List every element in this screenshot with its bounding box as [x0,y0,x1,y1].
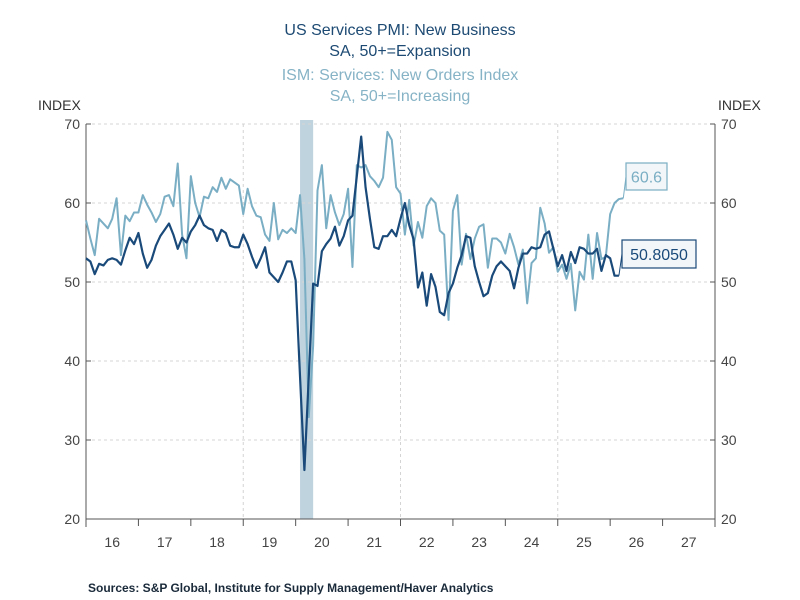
x-tick-label: 17 [157,534,173,550]
right-tick-label: 20 [721,511,737,527]
x-tick-label: 16 [104,534,120,550]
chart-subtitle-note: SA, 50+=Increasing [329,88,471,105]
right-tick-label: 60 [721,195,737,211]
right-tick-label: 50 [721,274,737,290]
left-tick-label: 50 [64,274,80,290]
x-tick-label: 20 [314,534,330,550]
x-tick-label: 21 [367,534,383,550]
chart-title: US Services PMI: New Business [284,22,516,39]
left-tick-label: 40 [64,353,80,369]
source-note: Sources: S&P Global, Institute for Suppl… [88,581,494,595]
left-tick-label: 60 [64,195,80,211]
left-tick-label: 20 [64,511,80,527]
series-line-pmi [85,135,619,472]
right-tick-label: 40 [721,353,737,369]
x-tick-label: 22 [419,534,435,550]
right-tick-label: 30 [721,432,737,448]
x-tick-label: 23 [471,534,487,550]
left-axis-unit: INDEX [38,97,81,113]
left-tick-label: 70 [64,116,80,132]
series-line-ism [85,130,624,419]
end-value-box [621,239,697,269]
chart-title-note: SA, 50+=Expansion [329,43,471,60]
chart-subtitle: ISM: Services: New Orders Index [281,67,519,84]
left-tick-label: 30 [64,432,80,448]
x-tick-label: 18 [209,534,225,550]
right-axis-unit: INDEX [718,97,761,113]
x-tick-label: 26 [629,534,645,550]
end-value-label: 60.6 [631,170,662,187]
x-tick-label: 27 [681,534,697,550]
end-value-box [625,162,668,191]
end-value-label: 50.8050 [630,247,688,264]
x-tick-label: 19 [262,534,278,550]
x-tick-label: 24 [524,534,540,550]
x-tick-label: 25 [576,534,592,550]
right-tick-label: 70 [721,116,737,132]
